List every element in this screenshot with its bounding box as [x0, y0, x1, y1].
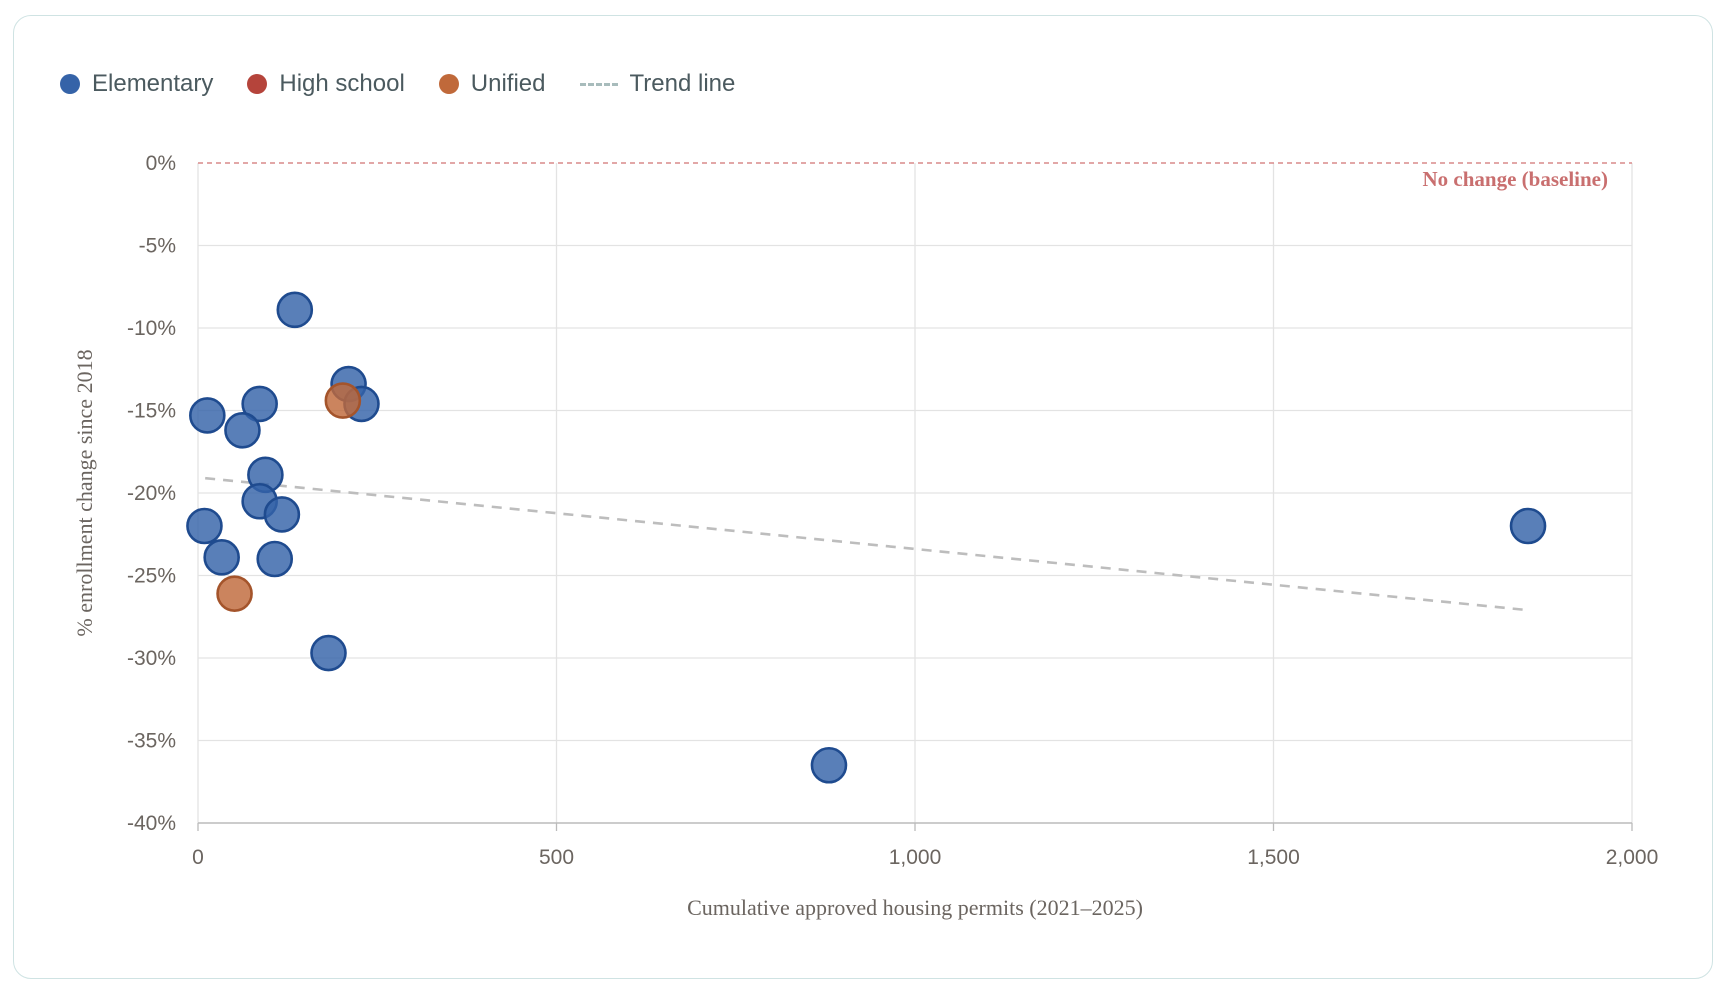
data-point-elementary: [810, 746, 848, 784]
axis-layer: [197, 822, 1633, 831]
legend-swatch-high-school: [247, 74, 268, 94]
legend-label-unified: Unified: [470, 70, 546, 97]
data-point-elementary: [224, 411, 261, 449]
data-point-elementary: [310, 634, 347, 672]
data-point-elementary: [1509, 507, 1547, 545]
data-point-elementary: [276, 291, 314, 329]
data-point-elementary: [256, 540, 294, 578]
chart-legend: Elementary High school Unified Trend lin…: [60, 66, 735, 102]
legend-item-elementary[interactable]: Elementary: [60, 70, 213, 98]
y-tick-label: -5%: [139, 235, 176, 258]
data-point-elementary: [189, 397, 226, 434]
legend-item-high-school[interactable]: High school: [247, 70, 405, 98]
legend-item-unified[interactable]: Unified: [438, 70, 546, 98]
data-point-elementary: [241, 385, 278, 423]
data-point-elementary: [263, 496, 301, 533]
data-point-elementary: [186, 507, 223, 545]
trend-layer: [205, 476, 1529, 612]
x-tick-label: 2,000: [1606, 846, 1659, 869]
y-tick-label: -15%: [127, 400, 176, 423]
trend-line: [205, 476, 1529, 612]
legend-label-trend-line: Trend line: [629, 70, 736, 97]
data-point-elementary: [203, 539, 240, 576]
y-tick-label: -30%: [127, 647, 176, 670]
point-layer: [186, 291, 1547, 784]
legend-swatch-unified: [438, 74, 459, 94]
legend-label-elementary: Elementary: [92, 70, 214, 97]
y-tick-label: -10%: [127, 317, 176, 340]
x-tick-label: 1,000: [889, 846, 942, 869]
legend-swatch-elementary: [60, 74, 80, 94]
legend-label-high-school: High school: [279, 70, 405, 97]
data-point-unified: [216, 575, 253, 612]
chart-card: [13, 15, 1713, 979]
y-axis-title: % enrollment change since 2018: [72, 349, 97, 636]
legend-item-trend-line[interactable]: Trend line: [579, 70, 736, 98]
x-tick-label: 500: [539, 846, 574, 869]
y-tick-label: -25%: [127, 565, 176, 588]
data-point-unified: [324, 382, 362, 419]
x-axis-title: Cumulative approved housing permits (202…: [687, 895, 1143, 920]
x-tick-label: 1,500: [1247, 846, 1300, 869]
legend-swatch-trend-line: [579, 82, 618, 86]
y-tick-label: 0%: [146, 152, 176, 175]
x-tick-label: 0: [192, 846, 204, 869]
label-layer: 0% -5% -10% -15% -20% -25% -30% -35% -40% 0 500 1,0…: [72, 152, 1658, 920]
y-tick-label: -35%: [127, 730, 176, 753]
y-tick-label: -20%: [127, 482, 176, 505]
y-tick-label: -40%: [127, 812, 176, 835]
grid-layer: [197, 163, 1633, 823]
baseline-label: No change (baseline): [1423, 167, 1609, 191]
